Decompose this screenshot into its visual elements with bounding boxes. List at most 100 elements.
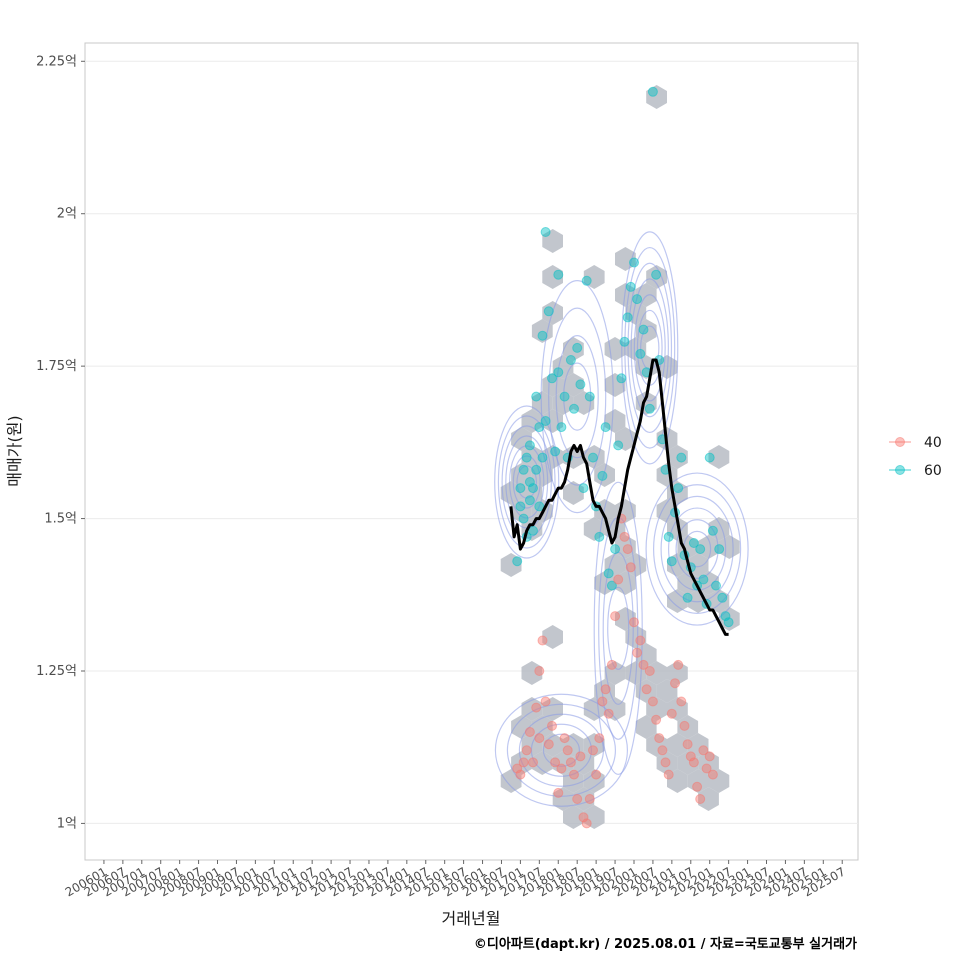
data-point-40 [565, 757, 576, 768]
hexbin-cell [563, 373, 584, 397]
hexbin-cell [615, 283, 636, 307]
data-point-40 [688, 757, 699, 768]
hexbin-cell [542, 625, 563, 649]
data-point-60 [666, 556, 677, 567]
grid-lines [85, 60, 858, 824]
data-point-40 [647, 696, 658, 707]
data-point-60 [651, 269, 662, 280]
data-point-40 [670, 678, 680, 689]
data-point-40 [581, 818, 592, 829]
hexbin-cell [604, 661, 626, 685]
hexbin-cell [656, 751, 678, 775]
x-axis-title: 거래년월 [442, 909, 501, 928]
data-point-60 [682, 592, 693, 603]
hexbin-cell [542, 265, 563, 289]
x-axis-ticks: 2006012006072007012007072008012008072009… [63, 860, 848, 900]
hexbin-cell [583, 265, 605, 289]
data-point-40 [676, 696, 687, 707]
data-point-60 [543, 306, 554, 317]
density-contour [509, 445, 545, 519]
data-point-60 [723, 617, 734, 628]
data-point-40 [569, 769, 579, 780]
data-point-60 [553, 269, 564, 280]
hexbin-cell [542, 697, 563, 721]
data-point-40 [559, 733, 570, 744]
y-axis-title: 매매가(원) [5, 415, 24, 486]
data-point-40 [651, 714, 662, 725]
data-point-60 [528, 525, 538, 536]
data-point-40 [572, 794, 583, 804]
data-point-60 [524, 495, 535, 506]
hexbin-cell [646, 697, 667, 721]
hexbin-cell [667, 733, 688, 757]
density-contour [497, 415, 556, 549]
hexbin-cell [521, 445, 543, 469]
data-point-40 [635, 635, 646, 646]
data-point-60 [647, 86, 658, 97]
data-point-60 [524, 477, 535, 487]
data-point-60 [528, 483, 538, 494]
density-contour [501, 425, 552, 539]
data-point-60 [638, 324, 649, 335]
data-point-40 [619, 531, 630, 542]
hexbin-cell [625, 553, 647, 577]
data-point-60 [613, 440, 624, 451]
data-point-40 [531, 702, 542, 713]
data-point-40 [704, 751, 715, 762]
density-contour [630, 278, 669, 418]
legend: 40 60 [889, 435, 942, 479]
data-point-60 [547, 373, 557, 384]
hexbin-cell [542, 409, 563, 433]
data-point-60 [720, 611, 731, 622]
data-point-60 [569, 403, 579, 414]
legend-label: 60 [924, 463, 942, 479]
data-point-60 [594, 531, 605, 542]
data-point-60 [676, 452, 687, 463]
hexbin-cell [583, 769, 605, 793]
density-contour [621, 231, 679, 465]
data-point-60 [629, 257, 639, 268]
data-point-60 [600, 422, 611, 433]
data-point-60 [704, 452, 715, 463]
data-point-40 [682, 739, 693, 750]
data-point-40 [701, 763, 712, 774]
hexbin-cell [667, 589, 688, 613]
density-contour [494, 693, 629, 807]
scatter-points [512, 86, 734, 829]
hexbin-cell [604, 373, 626, 397]
data-point-40 [654, 733, 665, 744]
hexbin-cell [656, 499, 678, 523]
data-point-40 [591, 769, 602, 780]
data-point-40 [588, 745, 598, 756]
data-point-40 [603, 708, 614, 719]
data-point-60 [524, 440, 535, 451]
trend-line [509, 358, 729, 636]
data-point-40 [553, 787, 564, 798]
hexbin-cell [677, 535, 699, 559]
data-point-60 [521, 452, 532, 463]
data-point-40 [524, 727, 535, 737]
data-point-60 [717, 592, 728, 603]
data-point-60 [616, 373, 627, 384]
hexbin-cell [552, 751, 574, 775]
data-point-60 [714, 544, 725, 555]
data-point-40 [537, 635, 548, 646]
y-tick-label: 1억 [57, 816, 77, 831]
data-point-40 [660, 757, 671, 768]
density-contour [633, 294, 666, 402]
density-contour [645, 472, 749, 626]
hexbin-cell [594, 679, 615, 703]
hexbin-cell [563, 337, 584, 361]
data-point-40 [641, 684, 652, 695]
data-point-60 [584, 391, 595, 402]
data-point-60 [556, 422, 567, 433]
data-point-60 [537, 330, 548, 341]
hexbin-cell [677, 751, 699, 775]
hexbin-cell [667, 769, 688, 793]
data-point-40 [575, 751, 586, 762]
data-point-40 [638, 659, 649, 670]
density-contour [494, 405, 560, 559]
data-point-40 [540, 696, 551, 707]
data-point-40 [600, 684, 611, 695]
